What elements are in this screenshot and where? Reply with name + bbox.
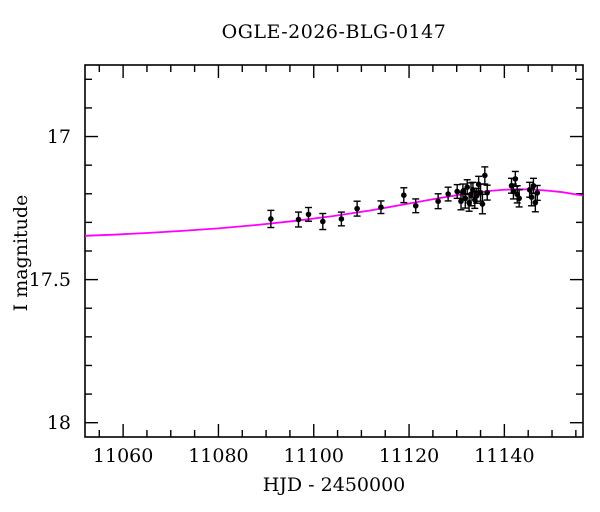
data-point xyxy=(400,187,408,204)
data-point xyxy=(412,198,420,214)
data-point xyxy=(353,200,361,217)
data-points xyxy=(267,166,541,231)
x-tick-label: 11100 xyxy=(284,445,344,467)
plot-frame xyxy=(84,64,584,438)
x-tick-label: 11060 xyxy=(93,445,153,467)
x-axis-ticks xyxy=(98,65,577,437)
y-tick-labels: 17 17.5 18 xyxy=(29,126,71,434)
x-axis-label: HJD - 2450000 xyxy=(262,474,406,496)
y-axis-label: I magnitude xyxy=(10,194,32,312)
data-point xyxy=(478,193,486,215)
data-point xyxy=(267,209,275,229)
model-curve xyxy=(84,188,584,237)
data-point xyxy=(294,211,302,228)
data-point xyxy=(444,186,452,202)
data-point xyxy=(515,189,523,208)
data-point xyxy=(509,183,517,200)
chart-title: OGLE-2026-BLG-0147 xyxy=(221,21,447,43)
y-tick-label: 17.5 xyxy=(29,269,71,291)
data-point xyxy=(377,200,385,215)
y-axis-ticks xyxy=(85,78,583,424)
data-point xyxy=(319,212,327,231)
data-point xyxy=(457,191,465,211)
model-curve-line xyxy=(84,188,584,237)
data-point xyxy=(337,211,345,227)
y-tick-label: 18 xyxy=(47,412,71,434)
data-point xyxy=(305,206,313,222)
data-point xyxy=(533,184,541,202)
x-tick-label: 11080 xyxy=(188,445,248,467)
data-point xyxy=(481,166,489,185)
x-tick-label: 11140 xyxy=(474,445,534,467)
data-point xyxy=(483,184,491,201)
x-tick-labels: 11060 11080 11100 11120 11140 xyxy=(93,445,535,467)
data-point xyxy=(434,193,442,210)
y-tick-label: 17 xyxy=(47,126,71,148)
data-point xyxy=(528,187,536,207)
x-tick-label: 11120 xyxy=(379,445,439,467)
